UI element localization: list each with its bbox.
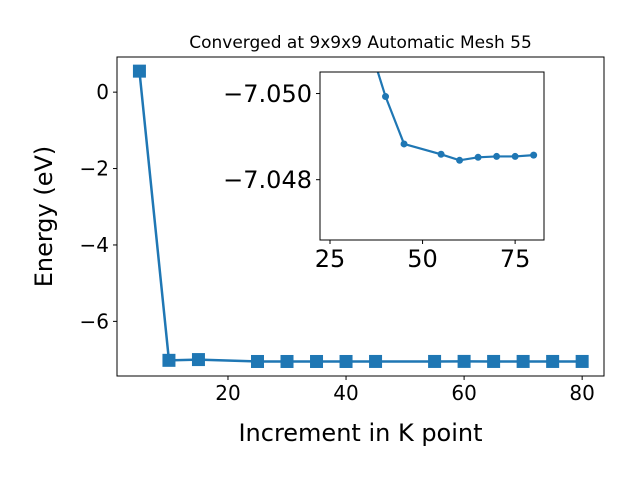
marker	[250, 354, 264, 368]
marker	[132, 64, 146, 78]
y-tick-label: −7.048	[223, 166, 312, 194]
chart-title: Converged at 9x9x9 Automatic Mesh 55	[189, 33, 532, 53]
marker	[530, 151, 538, 159]
x-tick-label: 40	[333, 381, 358, 405]
x-tick-label: 60	[451, 381, 476, 405]
marker	[280, 354, 294, 368]
x-tick-label: 20	[215, 381, 240, 405]
marker	[511, 152, 519, 160]
y-axis-label: Energy (eV)	[30, 146, 58, 288]
y-tick-label: −2	[80, 157, 109, 181]
x-tick-label: 25	[315, 245, 346, 273]
y-tick-label: −4	[80, 233, 109, 257]
marker	[428, 354, 442, 368]
y-tick-label: −6	[80, 309, 109, 333]
marker	[310, 354, 324, 368]
x-axis-label: Increment in K point	[238, 419, 482, 447]
marker	[487, 354, 501, 368]
marker	[339, 354, 353, 368]
x-tick-label: 75	[500, 245, 531, 273]
marker	[437, 150, 445, 158]
marker	[400, 140, 408, 148]
x-tick-label: 50	[407, 245, 438, 273]
marker	[369, 354, 383, 368]
y-tick-label: −7.050	[223, 80, 312, 108]
plot-clip	[132, 64, 589, 368]
axes-frame	[319, 71, 545, 241]
plot-clip	[376, 72, 538, 164]
marker	[191, 353, 205, 367]
x-tick-label: 80	[569, 381, 594, 405]
marker	[546, 354, 560, 368]
marker	[456, 156, 464, 164]
marker	[382, 93, 390, 101]
y-tick-label: 0	[96, 80, 109, 104]
axes-frame	[116, 56, 605, 377]
marker	[516, 354, 530, 368]
marker	[493, 152, 501, 160]
marker	[457, 354, 471, 368]
marker	[474, 153, 482, 161]
marker	[162, 353, 176, 367]
marker	[575, 354, 589, 368]
